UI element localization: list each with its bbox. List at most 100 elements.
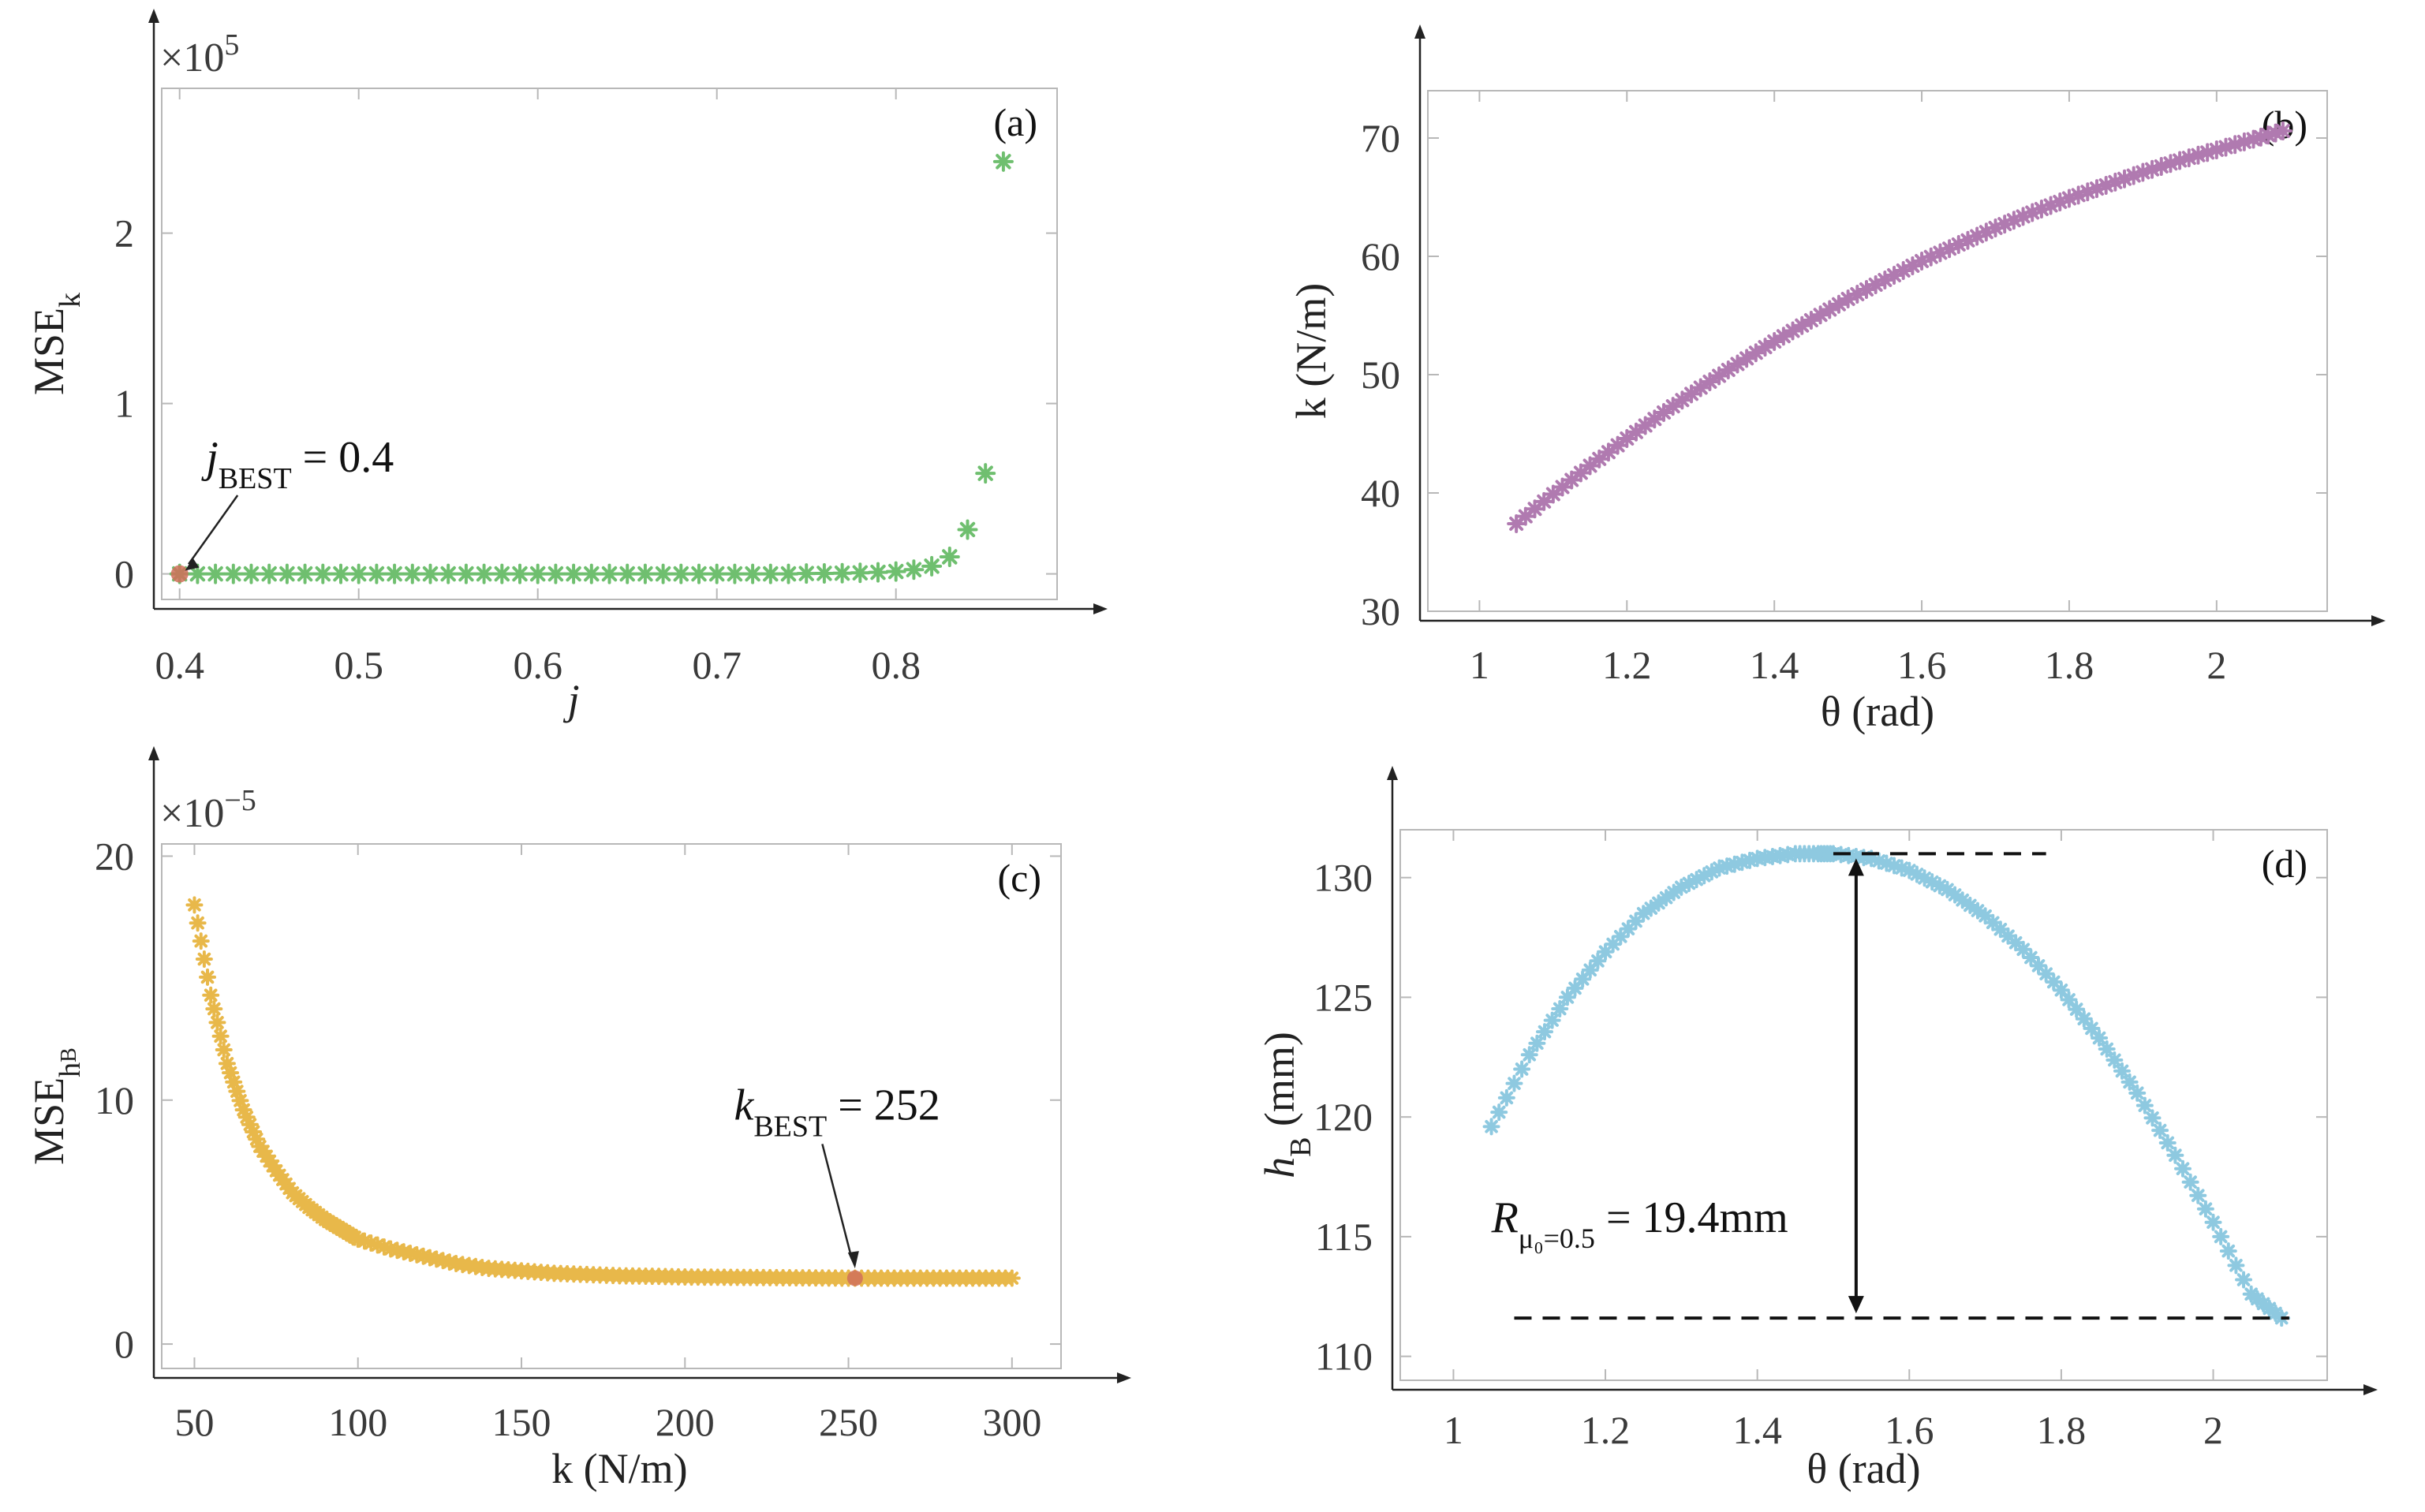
data-point <box>1885 857 1904 875</box>
data-point <box>2266 123 2285 143</box>
data-point <box>259 563 280 584</box>
data-point <box>1627 912 1645 930</box>
data-point <box>234 1101 252 1119</box>
data-point <box>1553 477 1572 497</box>
data-point <box>1619 920 1637 938</box>
data-point <box>1718 360 1738 379</box>
data-point <box>2151 157 2171 176</box>
y-tick-label: 0 <box>114 552 134 596</box>
annotation-subscript: BEST <box>753 1111 827 1144</box>
data-point <box>2235 1271 2253 1289</box>
data-point <box>473 563 495 584</box>
data-point <box>231 1092 249 1110</box>
data-point <box>1558 988 1576 1006</box>
y-tick-label: 70 <box>1361 116 1400 160</box>
x-tick-label: 200 <box>656 1400 715 1444</box>
x-tick-label: 1.6 <box>1897 643 1947 687</box>
data-point <box>1878 854 1896 872</box>
data-point <box>1672 390 1692 410</box>
data-point <box>1612 928 1630 946</box>
data-point <box>1682 384 1702 404</box>
data-point <box>1650 894 1668 912</box>
data-point <box>491 563 513 584</box>
chart-panel-c: 50 100 150 200 250 300 0 10 20 (c) ×10−5 kBEST = 25… <box>25 746 1131 1492</box>
data-point <box>2115 169 2135 189</box>
data-point <box>1718 857 1736 875</box>
data-point <box>218 1055 236 1073</box>
data-point <box>2050 192 2070 211</box>
data-point <box>356 1232 374 1250</box>
data-point <box>1866 275 1885 294</box>
data-point <box>1482 1118 1500 1136</box>
data-point <box>1810 305 1830 325</box>
data-point <box>1520 1046 1538 1064</box>
data-point <box>1597 943 1615 961</box>
y-axis-label-sub: h <box>54 1062 87 1077</box>
y-axis-arrow <box>1414 24 1425 39</box>
data-point <box>1497 1088 1515 1107</box>
data-point <box>1562 470 1582 490</box>
data-point <box>1571 463 1590 483</box>
x-axis-label: θ (rad) <box>1807 1445 1920 1492</box>
data-point <box>689 563 709 584</box>
data-point <box>1848 285 1867 304</box>
data-point <box>1903 256 1922 275</box>
data-point <box>813 562 835 584</box>
data-point <box>2188 145 2208 165</box>
data-point <box>2161 154 2180 174</box>
range-arrowhead-bottom <box>1848 1296 1864 1314</box>
data-point <box>1958 230 1978 250</box>
data-point <box>1710 859 1728 877</box>
data-point <box>1574 970 1592 988</box>
data-point <box>2014 940 2032 958</box>
data-point <box>1663 397 1683 416</box>
x-tick-label: 1.6 <box>1885 1408 1934 1452</box>
x-axis-arrow <box>2371 615 2386 626</box>
x-axis-arrow <box>1117 1372 1131 1383</box>
best-point-marker <box>170 565 189 583</box>
data-point <box>742 563 764 584</box>
data-point <box>1792 315 1812 335</box>
data-point <box>211 1027 230 1045</box>
data-point <box>2133 162 2153 182</box>
data-point <box>957 519 978 540</box>
x-tick-label: 50 <box>174 1400 214 1444</box>
data-point <box>205 563 226 584</box>
y-axis-label-main: MSE <box>25 1077 73 1165</box>
data-point <box>921 555 943 577</box>
data-point <box>368 1236 387 1254</box>
data-point <box>1725 855 1743 873</box>
data-point <box>831 562 853 584</box>
data-point <box>2106 172 2125 192</box>
data-point <box>2216 137 2236 157</box>
data-point <box>1912 252 1932 271</box>
data-point <box>1672 878 1691 896</box>
x-tick-label: 2 <box>2203 1408 2223 1452</box>
annotation-symbol: k <box>734 1081 754 1130</box>
x-tick-label: 1.2 <box>1581 1408 1631 1452</box>
annotation-arrow <box>821 1144 853 1260</box>
data-point <box>760 563 781 584</box>
data-point <box>1755 338 1775 357</box>
data-point <box>1938 880 1956 898</box>
plot-frame <box>1427 90 2328 612</box>
x-axis-label: θ (rad) <box>1821 688 1934 735</box>
data-point <box>2225 135 2245 155</box>
data-point <box>510 563 530 584</box>
y-tick-label: 2 <box>114 211 134 256</box>
data-point <box>205 1000 223 1018</box>
data-point <box>1856 280 1876 299</box>
annotation-subscript: BEST <box>219 462 292 495</box>
data-point <box>2179 148 2199 168</box>
x-tick-label: 0.8 <box>871 643 921 687</box>
data-point <box>362 1234 380 1253</box>
data-point <box>1946 886 1964 904</box>
data-point <box>1608 435 1627 455</box>
data-point <box>563 563 585 584</box>
plot-frame <box>1399 829 2328 1381</box>
y-axis-label-unit: (mm) <box>1256 1032 1303 1137</box>
annotation-arrowhead <box>847 1251 859 1269</box>
data-point <box>1921 247 1941 267</box>
